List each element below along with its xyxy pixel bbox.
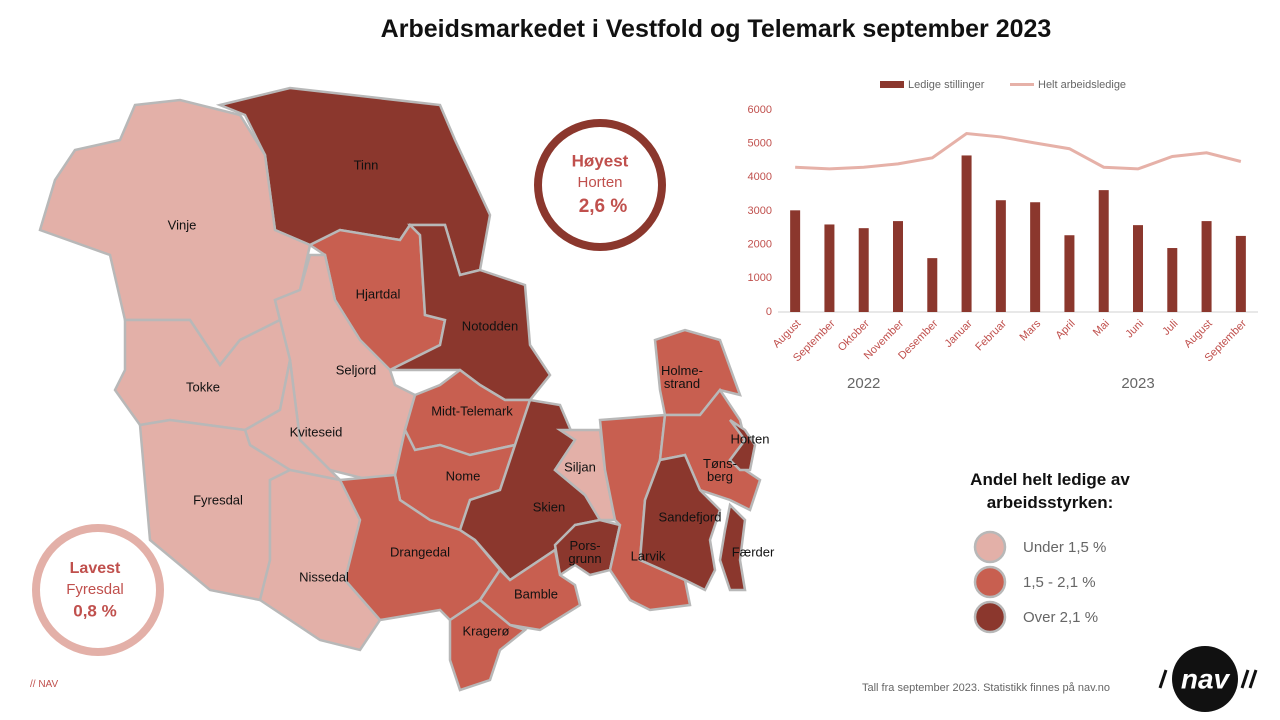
- region-label: Pors-grunn: [568, 538, 602, 566]
- bar: [1133, 225, 1143, 312]
- x-tick-label: Juni: [1123, 318, 1146, 341]
- region-label: Tinn: [353, 157, 379, 173]
- legend-label: Under 1,5 %: [1023, 539, 1106, 556]
- region-label: Larvik: [630, 548, 666, 564]
- y-tick-label: 1000: [748, 272, 772, 284]
- region-label: Tokke: [186, 379, 220, 395]
- x-tick-label: Juli: [1160, 318, 1180, 338]
- legend-label: Ledige stillinger: [908, 79, 985, 91]
- region-label: Tøns-berg: [703, 456, 737, 484]
- legend-swatch: [973, 600, 1007, 634]
- x-tick-label: August: [771, 318, 804, 351]
- logo-text: nav: [1181, 663, 1231, 694]
- bar: [927, 258, 938, 312]
- region: [728, 418, 757, 472]
- map-legend-title: Andel helt ledige av arbeidsstyrken:: [970, 470, 1130, 512]
- y-tick-label: 5000: [748, 138, 772, 150]
- region-label: Kragerø: [462, 623, 510, 639]
- y-tick-label: 2000: [748, 239, 772, 251]
- region: [113, 318, 292, 432]
- bar: [1030, 202, 1041, 312]
- lowest-label: Lavest: [70, 560, 121, 577]
- region-label: Nissedal: [299, 569, 349, 585]
- y-tick-label: 0: [766, 306, 772, 318]
- lowest-place: Fyresdal: [66, 581, 124, 598]
- bar: [858, 228, 869, 312]
- region-label: Kviteseid: [289, 424, 343, 440]
- region-label: Drangedal: [390, 544, 450, 560]
- bar: [1064, 235, 1075, 312]
- region-label: Horten: [730, 431, 770, 447]
- bar: [1167, 248, 1178, 312]
- legend-label: Helt arbeidsledige: [1038, 79, 1126, 91]
- bar: [824, 224, 835, 312]
- credit: // NAV: [30, 679, 58, 690]
- highest-label: Høyest: [572, 151, 629, 170]
- region-label: Fyresdal: [193, 492, 243, 508]
- x-tick-label: Mars: [1018, 317, 1044, 343]
- highest-value: 2,6 %: [579, 196, 628, 217]
- region-label: Vinje: [167, 217, 197, 233]
- x-tick-label: Februar: [973, 317, 1009, 353]
- bar: [790, 210, 801, 312]
- nav-logo: nav: [1158, 646, 1258, 712]
- y-tick-label: 6000: [748, 104, 772, 116]
- source: Tall fra september 2023. Statistikk finn…: [862, 682, 1110, 694]
- bar: [961, 155, 972, 312]
- region-label: Notodden: [461, 318, 519, 334]
- region-label: Skien: [532, 499, 566, 515]
- bar: [1098, 190, 1109, 312]
- y-tick-label: 3000: [748, 205, 772, 217]
- region: [718, 502, 747, 592]
- x-tick-label: April: [1054, 318, 1078, 342]
- region-label: Midt-Telemark: [431, 403, 513, 419]
- legend-label: Over 2,1 %: [1023, 609, 1098, 626]
- map: [38, 86, 762, 692]
- region-label: Hjartdal: [355, 286, 401, 302]
- title: Arbeidsmarkedet i Vestfold og Telemark s…: [381, 15, 1052, 43]
- legend-label: 1,5 - 2,1 %: [1023, 574, 1096, 591]
- region-label: Seljord: [335, 362, 377, 378]
- region-label: Nome: [445, 468, 481, 484]
- legend-swatch: [973, 565, 1007, 599]
- region-label: Færder: [731, 544, 775, 560]
- region-label: Holme-strand: [661, 363, 703, 391]
- lowest-value: 0,8 %: [73, 601, 116, 620]
- x-tick-label: Januar: [942, 317, 975, 350]
- bar: [995, 200, 1006, 312]
- year-label: 2022: [847, 375, 880, 392]
- region-label: Bamble: [513, 586, 559, 602]
- bar: [1201, 221, 1212, 312]
- x-tick-label: Mai: [1091, 318, 1112, 339]
- bar: [893, 221, 903, 312]
- region-label: Sandefjord: [658, 509, 722, 525]
- region-label: Siljan: [564, 459, 596, 475]
- x-tick-label: August: [1182, 318, 1215, 351]
- highest-ring: [534, 119, 666, 251]
- lowest-ring: [32, 524, 164, 656]
- line: [795, 132, 1242, 171]
- y-tick-label: 4000: [748, 171, 772, 183]
- region: [448, 598, 528, 692]
- legend-swatch: [880, 81, 904, 88]
- year-label: 2023: [1121, 375, 1154, 392]
- bar: [1235, 235, 1246, 312]
- highest-place: Horten: [577, 174, 622, 191]
- region: [638, 453, 722, 592]
- legend-swatch: [973, 530, 1007, 564]
- region: [478, 547, 582, 632]
